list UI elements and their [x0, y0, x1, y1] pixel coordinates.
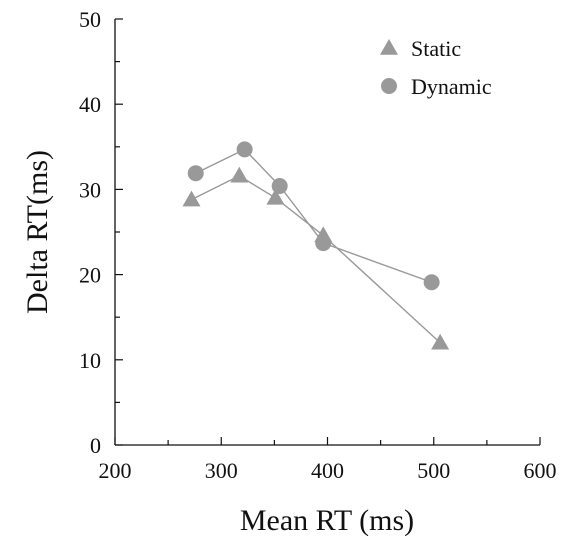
data-point-dynamic	[187, 165, 204, 182]
y-axis-title: Delta RT(ms)	[21, 150, 54, 314]
y-tick-label: 0	[90, 433, 101, 458]
data-point-dynamic	[236, 141, 253, 158]
x-axis-title: Mean RT (ms)	[240, 504, 414, 536]
legend-marker-dynamic	[381, 78, 397, 94]
y-tick-label: 50	[79, 7, 101, 32]
legend: Static Dynamic	[380, 36, 492, 99]
series-static	[182, 166, 450, 350]
x-tick-label: 500	[417, 458, 450, 483]
legend-label-static: Static	[411, 36, 461, 61]
y-tick-label: 30	[79, 177, 101, 202]
y-tick-label: 10	[79, 348, 101, 373]
data-point-static	[182, 190, 201, 207]
data-point-static	[230, 166, 249, 183]
data-point-static	[266, 188, 285, 205]
legend-label-dynamic: Dynamic	[411, 74, 492, 99]
x-tick-label: 600	[524, 458, 557, 483]
data-point-dynamic	[423, 274, 440, 291]
series-line-dynamic	[195, 148, 432, 283]
series-dynamic	[187, 141, 440, 291]
data-point-dynamic	[315, 235, 332, 252]
data-point-static	[431, 333, 450, 350]
y-tick-label: 20	[79, 263, 101, 288]
ticks: 200 300 400 500 600 0 10 20 30 40 50	[79, 7, 557, 483]
legend-marker-static	[380, 39, 398, 55]
series-layer	[182, 141, 450, 350]
x-tick-label: 300	[205, 458, 238, 483]
series-line-static	[191, 174, 441, 344]
x-tick-label: 400	[311, 458, 344, 483]
data-point-dynamic	[271, 177, 288, 194]
y-tick-label: 40	[79, 92, 101, 117]
x-tick-label: 200	[99, 458, 132, 483]
